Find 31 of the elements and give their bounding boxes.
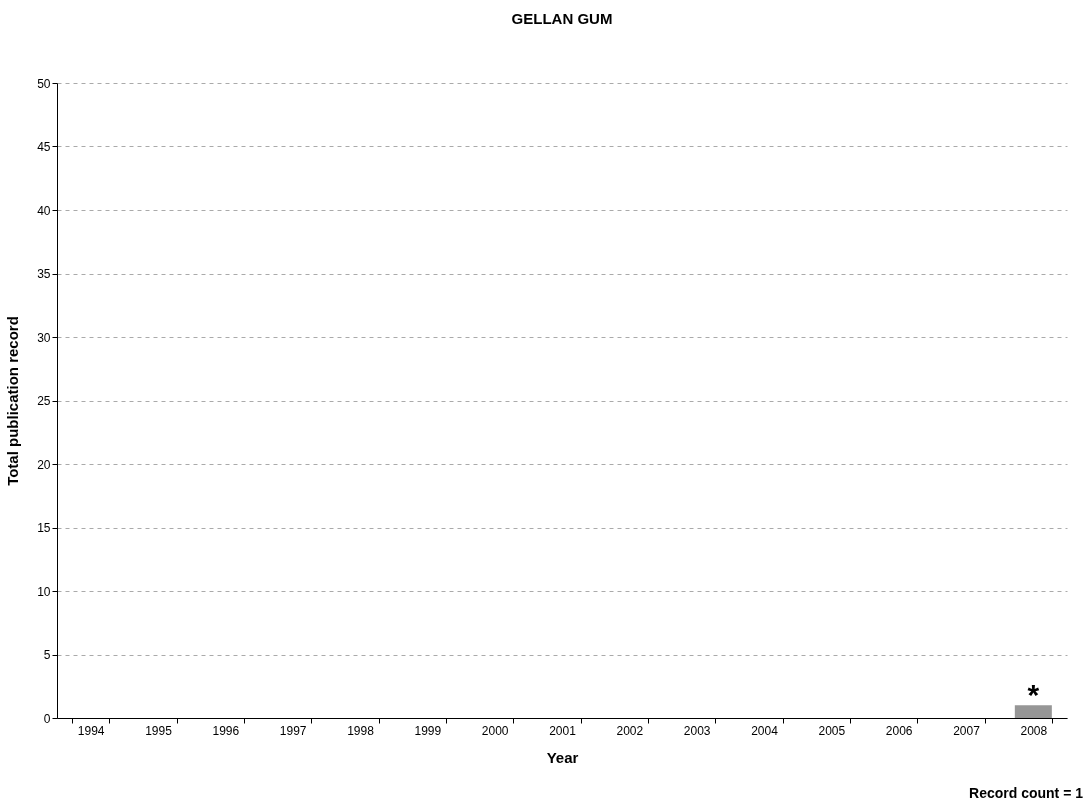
x-tick-label: 1996 [212,723,240,738]
x-tick-label: 2001 [549,723,577,738]
x-tick-label: 2000 [481,723,509,738]
x-tick-label: 1997 [279,723,307,738]
x-tick-label: 1994 [77,723,105,738]
y-tick-label: 50 [37,76,51,91]
x-tick-label: 2007 [953,723,981,738]
x-tick-label: 2008 [1020,723,1048,738]
y-tick-label: 20 [37,457,51,472]
y-tick-label: 45 [37,140,51,154]
chart-title: GELLAN GUM [511,10,613,27]
y-tick-label: 30 [37,330,51,345]
x-tick-label: 1999 [414,723,442,738]
x-tick-label: 2003 [683,723,711,738]
y-tick-label: 25 [37,394,51,408]
y-tick-label: 35 [37,267,51,281]
x-tick-label: 1998 [347,723,375,738]
y-tick-label: 10 [37,584,51,599]
x-tick-label: 2002 [616,723,644,738]
x-tick-label: 2006 [885,723,913,738]
x-tick-label: 1995 [145,723,173,738]
x-tick-label: 2004 [751,723,779,738]
y-tick-label: 0 [43,711,51,726]
text: Record count = 1 [969,785,1083,801]
y-tick-label: 5 [43,648,51,662]
annotation: * [1027,678,1040,712]
x-axis-title: Year [546,748,579,766]
y-tick-label: 40 [37,203,51,218]
x-tick-label: 2005 [818,723,846,738]
y-tick-label: 15 [37,521,51,535]
y-axis-title: Total publication record [4,316,22,486]
